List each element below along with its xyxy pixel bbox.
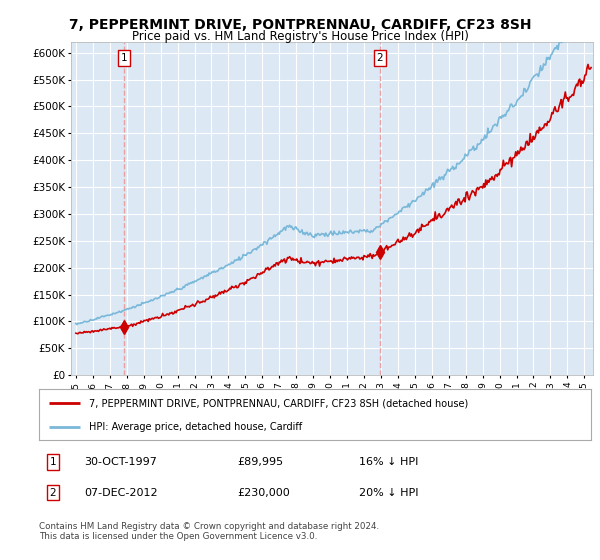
Text: 7, PEPPERMINT DRIVE, PONTPRENNAU, CARDIFF, CF23 8SH (detached house): 7, PEPPERMINT DRIVE, PONTPRENNAU, CARDIF… (89, 398, 468, 408)
Text: 7, PEPPERMINT DRIVE, PONTPRENNAU, CARDIFF, CF23 8SH: 7, PEPPERMINT DRIVE, PONTPRENNAU, CARDIF… (69, 18, 531, 32)
Text: 1: 1 (121, 53, 127, 63)
Text: 2: 2 (376, 53, 383, 63)
Text: £89,995: £89,995 (238, 457, 284, 467)
Text: Contains HM Land Registry data © Crown copyright and database right 2024.
This d: Contains HM Land Registry data © Crown c… (39, 522, 379, 542)
Text: 30-OCT-1997: 30-OCT-1997 (84, 457, 157, 467)
Text: £230,000: £230,000 (238, 488, 290, 497)
Text: Price paid vs. HM Land Registry's House Price Index (HPI): Price paid vs. HM Land Registry's House … (131, 30, 469, 43)
Text: 1: 1 (49, 457, 56, 467)
Text: 07-DEC-2012: 07-DEC-2012 (84, 488, 158, 497)
Text: 20% ↓ HPI: 20% ↓ HPI (359, 488, 419, 497)
Text: 2: 2 (49, 488, 56, 497)
Text: 16% ↓ HPI: 16% ↓ HPI (359, 457, 419, 467)
Text: HPI: Average price, detached house, Cardiff: HPI: Average price, detached house, Card… (89, 422, 302, 432)
